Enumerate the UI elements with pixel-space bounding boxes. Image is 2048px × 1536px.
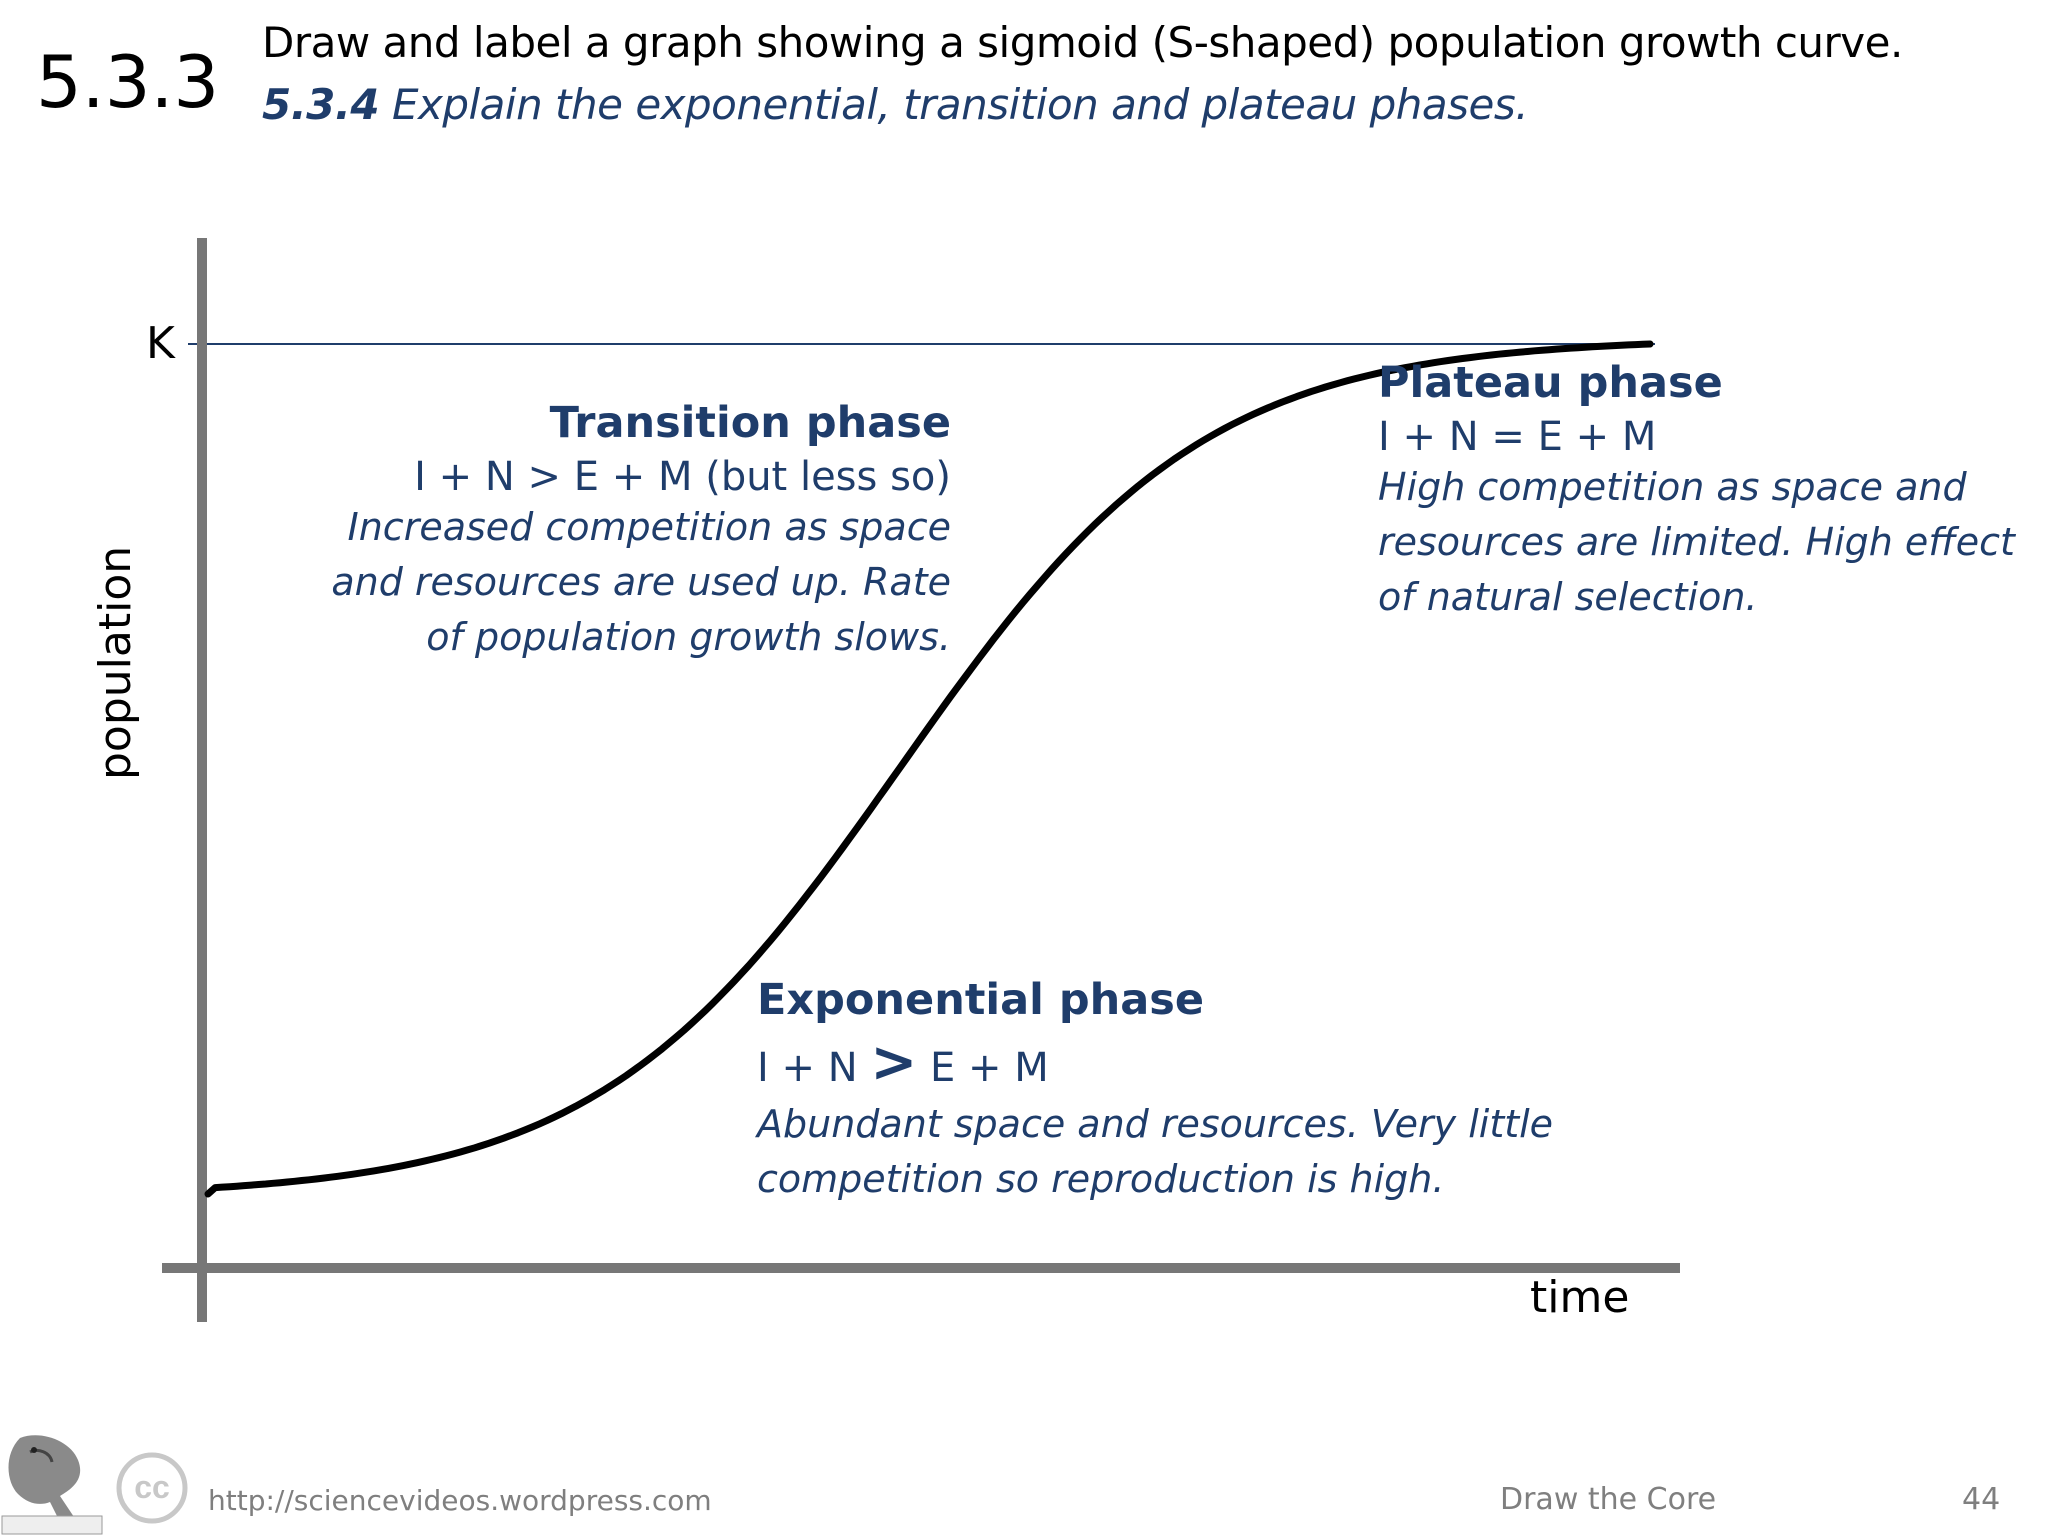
lizard-logo-icon <box>1 1435 103 1535</box>
plateau-phase-annotation: Plateau phase I + N = E + M High competi… <box>1378 358 2038 625</box>
footer-url-link[interactable]: http://sciencevideos.wordpress.com <box>208 1484 712 1517</box>
exponential-phase-description: Abundant space and resources. Very littl… <box>757 1102 1554 1201</box>
plateau-phase-title: Plateau phase <box>1378 358 1723 408</box>
creative-commons-icon: cc <box>116 1452 188 1524</box>
objective-title: Draw and label a graph showing a sigmoid… <box>262 18 1903 67</box>
exponential-phase-title: Exponential phase <box>757 975 1205 1025</box>
exponential-phase-annotation: Exponential phase I + N > E + M Abundant… <box>757 975 1657 1207</box>
x-axis-label: time <box>1530 1272 1630 1323</box>
transition-phase-equation: I + N > E + M (but less so) <box>414 454 951 500</box>
y-axis-label: population <box>90 545 141 780</box>
transition-phase-title: Transition phase <box>549 398 951 448</box>
objective-code: 5.3.4 <box>262 80 380 129</box>
transition-phase-description: Increased competition as space and resou… <box>331 505 951 659</box>
k-label: K <box>146 318 175 369</box>
plateau-phase-equation: I + N = E + M <box>1378 414 1657 460</box>
footer-page-number: 44 <box>1962 1482 2001 1517</box>
creative-commons-text: cc <box>134 1469 170 1505</box>
exponential-phase-equation: I + N > E + M <box>757 1035 1657 1092</box>
footer-title: Draw the Core <box>1500 1482 1717 1517</box>
equation-left: I + N <box>757 1045 871 1091</box>
equation-right: E + M <box>917 1045 1049 1091</box>
plateau-phase-description: High competition as space and resources … <box>1378 465 2015 619</box>
objective-subtitle: 5.3.4 Explain the exponential, transitio… <box>262 80 1529 129</box>
transition-phase-annotation: Transition phase I + N > E + M (but less… <box>231 398 951 665</box>
slide-number: 5.3.3 <box>36 40 220 124</box>
objective-text: Explain the exponential, transition and … <box>379 80 1529 129</box>
greater-than-symbol: > <box>870 1030 918 1095</box>
sigmoid-curve <box>204 340 1654 1198</box>
